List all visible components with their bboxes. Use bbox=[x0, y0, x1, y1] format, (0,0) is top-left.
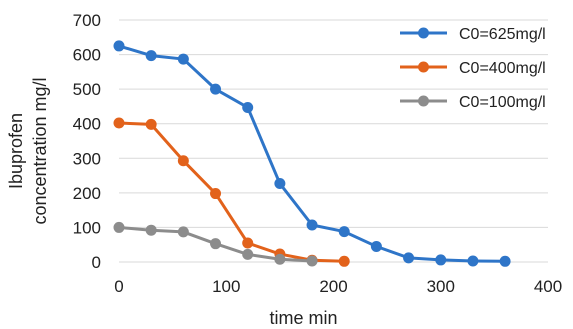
gridlines bbox=[119, 19, 548, 263]
data-point bbox=[113, 221, 125, 233]
data-point bbox=[306, 255, 318, 267]
data-point bbox=[499, 255, 511, 267]
data-point bbox=[113, 40, 125, 52]
x-tick-label: 400 bbox=[534, 277, 562, 296]
x-tick-label: 300 bbox=[427, 277, 455, 296]
legend-entry: C0=400mg/l bbox=[400, 60, 546, 77]
y-tick-label: 500 bbox=[73, 80, 101, 99]
y-tick-label: 0 bbox=[92, 253, 101, 272]
data-point bbox=[242, 237, 254, 249]
legend-marker bbox=[418, 95, 429, 107]
data-point bbox=[177, 226, 189, 238]
data-point bbox=[274, 178, 286, 190]
data-point bbox=[467, 255, 479, 267]
data-point bbox=[403, 252, 415, 264]
y-axis-title-line: Ibuprofen bbox=[6, 113, 26, 189]
y-tick-label: 400 bbox=[73, 115, 101, 134]
data-point bbox=[145, 118, 157, 130]
y-axis-title: Ibuprofen concentration mg/l bbox=[6, 77, 50, 224]
data-point bbox=[145, 224, 157, 236]
series-2 bbox=[113, 117, 350, 267]
data-point bbox=[177, 53, 189, 65]
series-line bbox=[118, 121, 345, 263]
data-point bbox=[306, 219, 318, 231]
data-point bbox=[338, 226, 350, 238]
legend-label: C0=625mg/l bbox=[459, 26, 546, 43]
data-point bbox=[338, 255, 350, 267]
data-point bbox=[210, 238, 222, 250]
series-1 bbox=[113, 40, 511, 267]
data-point bbox=[435, 254, 447, 266]
legend-entry: C0=625mg/l bbox=[400, 26, 546, 43]
legend: C0=625mg/l C0=400mg/l C0=100mg/l bbox=[400, 26, 546, 111]
data-point bbox=[210, 188, 222, 200]
data-point bbox=[210, 83, 222, 95]
data-point bbox=[145, 50, 157, 62]
y-tick-label: 600 bbox=[73, 46, 101, 65]
y-tick-label: 700 bbox=[73, 11, 101, 30]
data-point bbox=[113, 117, 125, 129]
legend-marker bbox=[418, 61, 429, 73]
x-tick-label: 200 bbox=[319, 277, 347, 296]
y-tick-label: 200 bbox=[73, 184, 101, 203]
data-point bbox=[370, 240, 382, 252]
legend-entry: C0=100mg/l bbox=[400, 94, 546, 111]
legend-label: C0=100mg/l bbox=[459, 94, 546, 111]
data-point bbox=[274, 253, 286, 265]
x-tick-label: 0 bbox=[114, 277, 123, 296]
data-point bbox=[242, 101, 254, 113]
y-axis-title-line: concentration mg/l bbox=[30, 77, 50, 224]
series-3 bbox=[113, 221, 318, 267]
axes: 0 100 200 300 400 500 600 700 0 100 200 300 400 time … bbox=[6, 11, 562, 328]
series-layer bbox=[113, 40, 511, 267]
legend-marker bbox=[418, 27, 429, 39]
data-point bbox=[242, 248, 254, 260]
data-point bbox=[177, 155, 189, 167]
legend-label: C0=400mg/l bbox=[459, 60, 546, 77]
x-axis-title: time min bbox=[269, 308, 337, 328]
x-tick-label: 100 bbox=[212, 277, 240, 296]
y-tick-label: 100 bbox=[73, 218, 101, 237]
y-tick-label: 300 bbox=[73, 149, 101, 168]
